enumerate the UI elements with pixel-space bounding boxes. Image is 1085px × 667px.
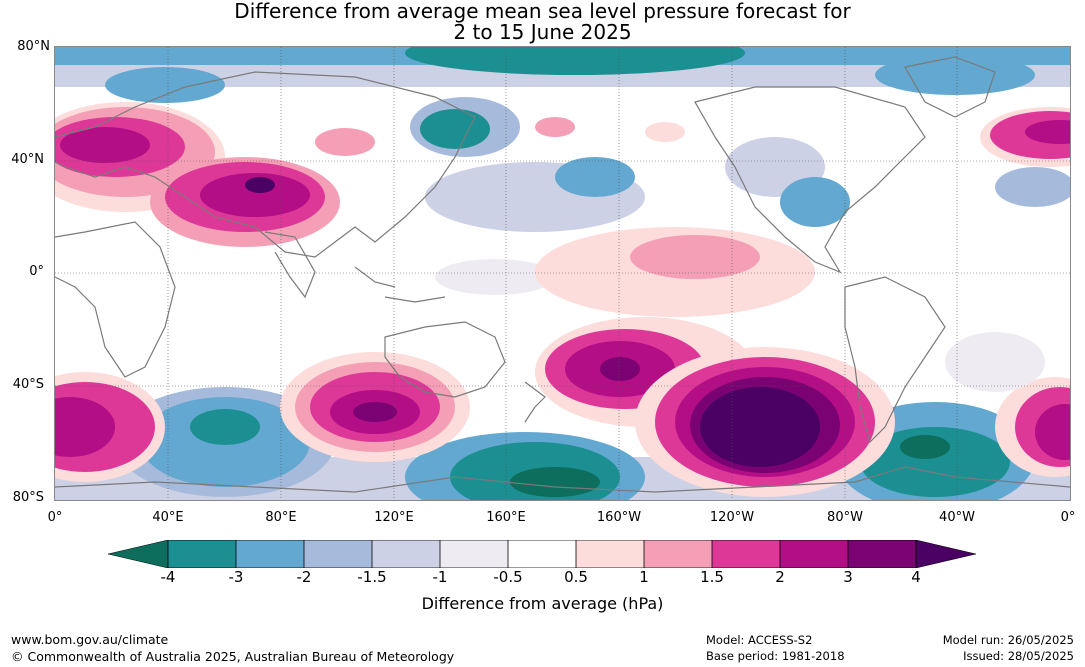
colorbar-segment	[576, 540, 644, 568]
colorbar-tick: 2	[775, 568, 785, 586]
coastlines	[55, 56, 1070, 493]
lon-label-80e: 80°E	[265, 510, 297, 525]
colorbar-segment	[780, 540, 848, 568]
colorbar-tick: 1.5	[700, 568, 724, 586]
lat-label-80s: 80°S	[12, 490, 44, 505]
graticule	[55, 47, 1070, 500]
lon-label-120e: 120°E	[374, 510, 414, 525]
colorbar-segment	[236, 540, 304, 568]
lon-label-160w: 160°W	[596, 510, 642, 525]
colorbar-tick: 1	[639, 568, 649, 586]
colorbar-tick: -1.5	[357, 568, 387, 586]
colorbar-segment-below-neg4	[108, 540, 169, 568]
colorbar-segment	[440, 540, 508, 568]
pressure-anomaly-map	[54, 46, 1071, 501]
anomaly-field	[55, 47, 1070, 500]
colorbar-segment-above-4	[915, 540, 977, 568]
lon-label-40e: 40°E	[152, 510, 184, 525]
lon-label-80w: 80°W	[827, 510, 863, 525]
colorbar-segment	[508, 540, 576, 568]
lat-label-80n: 80°N	[17, 39, 50, 54]
colorbar-tick: -2	[296, 568, 312, 586]
footer-base-period: Base period: 1981-2018	[706, 649, 845, 663]
colorbar	[108, 540, 977, 568]
lon-label-120w: 120°W	[709, 510, 755, 525]
map-subtitle: 2 to 15 June 2025	[453, 20, 632, 44]
footer-model-info: Model: ACCESS-S2 Base period: 1981-2018	[706, 632, 845, 664]
lon-label-160e: 160°E	[486, 510, 526, 525]
footer-dates: Model run: 26/05/2025 Issued: 28/05/2025	[943, 632, 1074, 664]
footer-attribution: www.bom.gov.au/climate © Commonwealth of…	[11, 631, 454, 665]
lat-label-40n: 40°N	[11, 152, 44, 167]
colorbar-segment	[372, 540, 440, 568]
colorbar-segment	[848, 540, 916, 568]
colorbar-tick: -4	[160, 568, 176, 586]
colorbar-tick: 4	[911, 568, 921, 586]
lat-label-equator: 0°	[29, 264, 44, 279]
footer-model: Model: ACCESS-S2	[706, 633, 813, 647]
lat-label-40s: 40°S	[12, 377, 44, 392]
map-title: Difference from average mean sea level p…	[234, 0, 851, 23]
colorbar-label: Difference from average (hPa)	[421, 594, 664, 613]
lon-label-40w: 40°W	[939, 510, 975, 525]
footer-url[interactable]: www.bom.gov.au/climate	[11, 632, 169, 647]
footer-model-run: Model run: 26/05/2025	[942, 633, 1074, 647]
colorbar-tick: -1	[432, 568, 448, 586]
colorbar-segment	[644, 540, 712, 568]
colorbar-segment	[712, 540, 780, 568]
colorbar-tick: 3	[843, 568, 853, 586]
footer-issued: Issued: 28/05/2025	[963, 649, 1074, 663]
colorbar-tick: -3	[228, 568, 244, 586]
colorbar-tick: -0.5	[493, 568, 523, 586]
colorbar-segment	[168, 540, 236, 568]
colorbar-segment	[304, 540, 372, 568]
colorbar-tick: 0.5	[564, 568, 588, 586]
lon-label-0-east: 0°	[1060, 510, 1076, 525]
lon-label-0: 0°	[47, 510, 63, 525]
map-canvas	[55, 47, 1070, 500]
footer-copyright: © Commonwealth of Australia 2025, Austra…	[11, 649, 455, 664]
